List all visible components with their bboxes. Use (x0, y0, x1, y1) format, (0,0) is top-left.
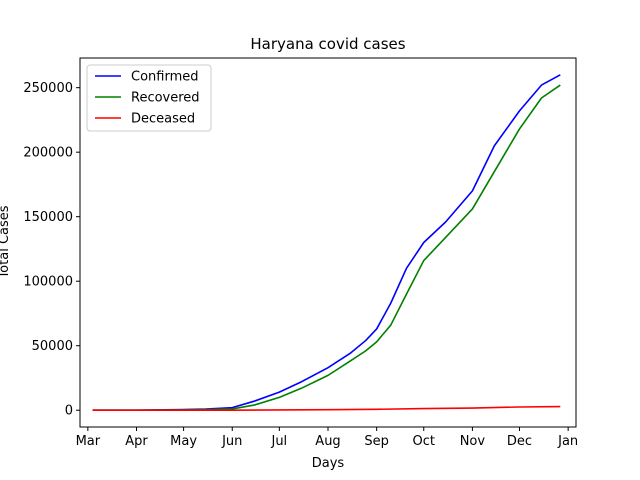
series-line-recovered (92, 84, 561, 412)
x-tick-label: Jan (557, 434, 578, 449)
x-axis: Mar Apr May Jun Jul Aug Sep Oct Nov Dec Jan (76, 427, 578, 449)
x-tick-label: Oct (413, 434, 435, 449)
y-tick-label: 150000 (23, 210, 73, 225)
series-line-deceased (92, 405, 561, 412)
x-tick-label: Dec (507, 434, 532, 449)
legend-label-confirmed: Confirmed (131, 70, 199, 85)
legend-label-deceased: Deceased (131, 112, 195, 127)
x-tick-label: Aug (315, 434, 340, 449)
legend-box (86, 64, 212, 132)
x-tick-label: Mar (76, 434, 101, 449)
x-tick-label: Jun (221, 434, 242, 449)
x-tick-label: Nov (460, 434, 486, 449)
y-axis: 0 50000 100000 150000 200000 250000 (23, 81, 80, 419)
y-tick-label: 200000 (23, 146, 73, 161)
x-tick-label: Sep (364, 434, 389, 449)
x-tick-label: Apr (125, 434, 148, 449)
x-tick-label: Jul (270, 434, 287, 449)
legend: Confirmed Recovered Deceased (86, 64, 212, 132)
y-tick-label: 100000 (23, 275, 73, 290)
y-axis-label: Total Cases (0, 205, 12, 279)
plot-lines (92, 74, 561, 412)
y-tick-label: 0 (65, 404, 73, 419)
x-tick-label: May (170, 434, 197, 449)
legend-label-recovered: Recovered (131, 91, 200, 106)
x-axis-label: Days (312, 456, 345, 471)
y-tick-label: 50000 (32, 339, 73, 354)
y-tick-label: 250000 (23, 81, 73, 96)
chart-title: Haryana covid cases (250, 35, 405, 53)
